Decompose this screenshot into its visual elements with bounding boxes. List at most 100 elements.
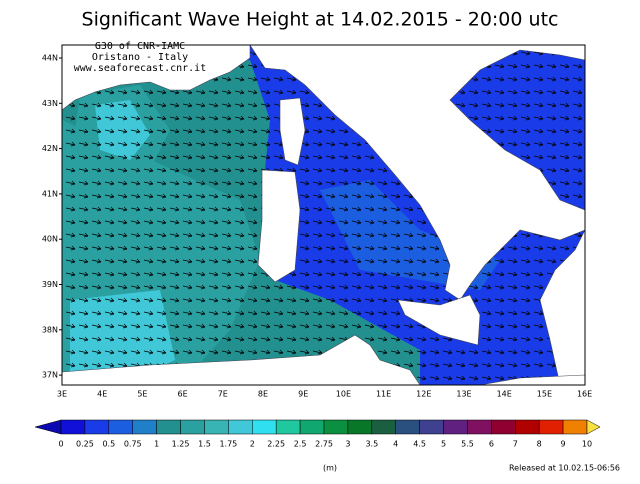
lon-label: 12E	[416, 390, 431, 399]
colorbar-segment	[515, 419, 540, 435]
arrow	[221, 258, 232, 264]
arrow	[195, 297, 206, 303]
arrow	[182, 297, 193, 303]
arrow	[507, 362, 518, 368]
arrow	[312, 323, 323, 329]
arrow	[247, 284, 258, 290]
map-title: Significant Wave Height at 14.02.2015 - …	[82, 9, 559, 31]
arrow	[169, 284, 180, 290]
arrow	[195, 128, 206, 134]
arrow	[260, 128, 271, 134]
arrow	[130, 167, 141, 173]
arrow	[143, 193, 154, 199]
arrow	[91, 323, 102, 329]
arrow	[208, 193, 219, 199]
arrow	[130, 102, 141, 108]
arrow	[481, 323, 492, 329]
arrow	[507, 258, 518, 264]
arrow	[130, 284, 141, 290]
arrow	[377, 232, 388, 238]
arrow	[156, 141, 167, 147]
arrow	[507, 102, 518, 108]
arrow	[364, 258, 375, 264]
arrow	[104, 349, 115, 355]
arrow	[572, 180, 583, 186]
arrow	[78, 115, 89, 121]
arrow	[104, 180, 115, 186]
arrow	[117, 102, 128, 108]
arrow	[234, 206, 245, 212]
colorbar-segment	[371, 419, 396, 435]
arrow	[520, 362, 531, 368]
arrow	[247, 297, 258, 303]
arrow	[520, 297, 531, 303]
arrow	[299, 193, 310, 199]
colorbar-label: 2.25	[267, 440, 285, 449]
arrow	[104, 258, 115, 264]
arrow	[117, 89, 128, 95]
arrow	[221, 349, 232, 355]
arrow	[299, 258, 310, 264]
arrow	[169, 232, 180, 238]
colorbar-segment	[204, 419, 229, 435]
arrow	[195, 310, 206, 316]
arrow	[507, 336, 518, 342]
arrow	[299, 349, 310, 355]
arrow	[559, 102, 570, 108]
arrow	[260, 349, 271, 355]
arrow	[130, 258, 141, 264]
arrow	[221, 232, 232, 238]
arrow	[494, 102, 505, 108]
arrow	[429, 258, 440, 264]
arrow	[169, 141, 180, 147]
arrow	[338, 154, 349, 160]
arrow	[130, 141, 141, 147]
arrow	[429, 271, 440, 277]
arrow	[221, 245, 232, 251]
arrow	[338, 141, 349, 147]
arrow	[156, 284, 167, 290]
arrow	[312, 115, 323, 121]
arrow	[117, 193, 128, 199]
arrow	[104, 310, 115, 316]
arrow	[182, 232, 193, 238]
arrow	[273, 349, 284, 355]
arrow	[234, 76, 245, 82]
colorbar-segment	[395, 419, 420, 435]
arrow	[143, 102, 154, 108]
arrow	[247, 63, 258, 69]
arrow	[351, 284, 362, 290]
arrow	[169, 349, 180, 355]
arrow	[208, 284, 219, 290]
colorbar-segment	[538, 419, 564, 435]
arrow	[65, 271, 76, 277]
arrow	[78, 206, 89, 212]
arrow	[507, 323, 518, 329]
arrow	[429, 284, 440, 290]
arrow	[65, 297, 76, 303]
arrow	[117, 167, 128, 173]
arrow	[182, 128, 193, 134]
arrow	[169, 206, 180, 212]
corsica	[279, 97, 306, 166]
arrow	[351, 167, 362, 173]
arrow	[208, 271, 219, 277]
release-note: Released at 10.02.15-06:56	[509, 464, 620, 473]
arrow	[351, 193, 362, 199]
arrow	[234, 284, 245, 290]
arrow	[247, 310, 258, 316]
arrow	[182, 193, 193, 199]
arrow	[312, 154, 323, 160]
arrow	[130, 245, 141, 251]
arrow	[91, 271, 102, 277]
arrow	[234, 180, 245, 186]
arrow	[117, 258, 128, 264]
colorbar-label: 5.5	[461, 440, 474, 449]
arrow	[247, 154, 258, 160]
arrow	[507, 115, 518, 121]
arrow	[156, 193, 167, 199]
arrow	[351, 180, 362, 186]
arrow	[507, 89, 518, 95]
arrow	[78, 323, 89, 329]
arrow	[260, 115, 271, 121]
